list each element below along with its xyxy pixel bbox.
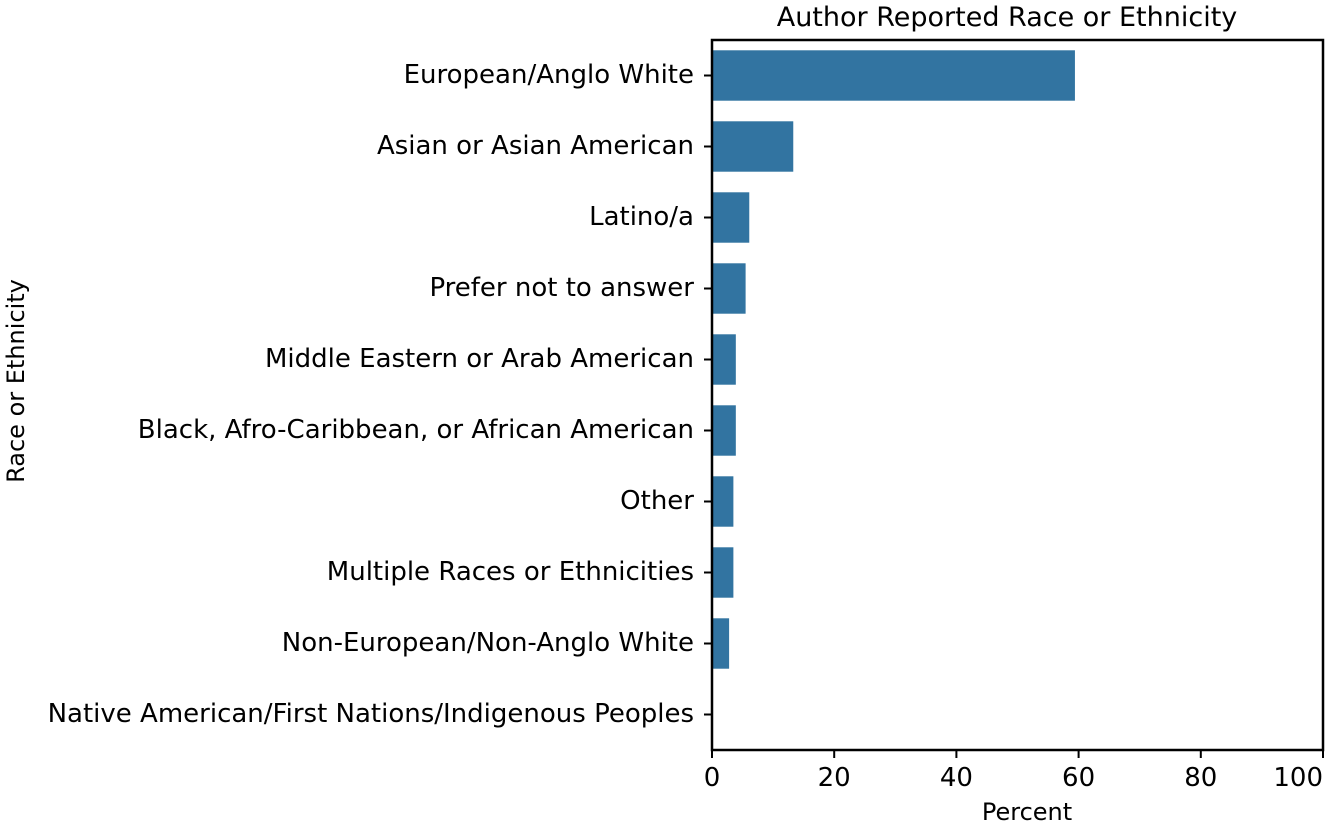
y-tick-label: Prefer not to answer [429, 273, 694, 303]
bar [712, 476, 734, 527]
y-tick-label: Other [620, 486, 694, 516]
y-tick-label: Black, Afro-Caribbean, or African Americ… [138, 415, 694, 445]
bar [712, 334, 736, 385]
y-tick-label: Non-European/Non-Anglo White [282, 628, 694, 658]
bar [712, 618, 730, 669]
bar [712, 50, 1075, 101]
x-axis-label: Percent [982, 798, 1072, 822]
chart-title: Author Reported Race or Ethnicity [777, 2, 1238, 33]
bar [712, 192, 750, 243]
y-ticks-layer: European/Anglo White Asian or Asian Ameri… [48, 60, 712, 729]
plot-frame [710, 38, 1325, 752]
x-tick-label: 100 [1273, 763, 1323, 793]
x-tick-label: 40 [940, 763, 973, 793]
bars-layer [712, 50, 1075, 669]
y-axis-label: Race or Ethnicity [2, 279, 30, 483]
x-tick-label: 0 [704, 763, 721, 793]
x-tick-label: 20 [818, 763, 851, 793]
bar [712, 121, 794, 172]
y-tick-label: Multiple Races or Ethnicities [327, 557, 694, 587]
x-tick-label: 80 [1184, 763, 1217, 793]
x-tick-label: 60 [1062, 763, 1095, 793]
y-tick-label: Native American/First Nations/Indigenous… [48, 699, 694, 729]
y-tick-label: Latino/a [589, 202, 694, 232]
y-tick-label: Asian or Asian American [377, 131, 694, 161]
y-tick-label: Middle Eastern or Arab American [265, 344, 694, 374]
x-ticks-layer: 0 20 40 60 80 100 [704, 750, 1324, 793]
bar [712, 263, 746, 314]
bar [712, 547, 734, 598]
bar [712, 405, 736, 456]
y-tick-label: European/Anglo White [404, 60, 694, 90]
